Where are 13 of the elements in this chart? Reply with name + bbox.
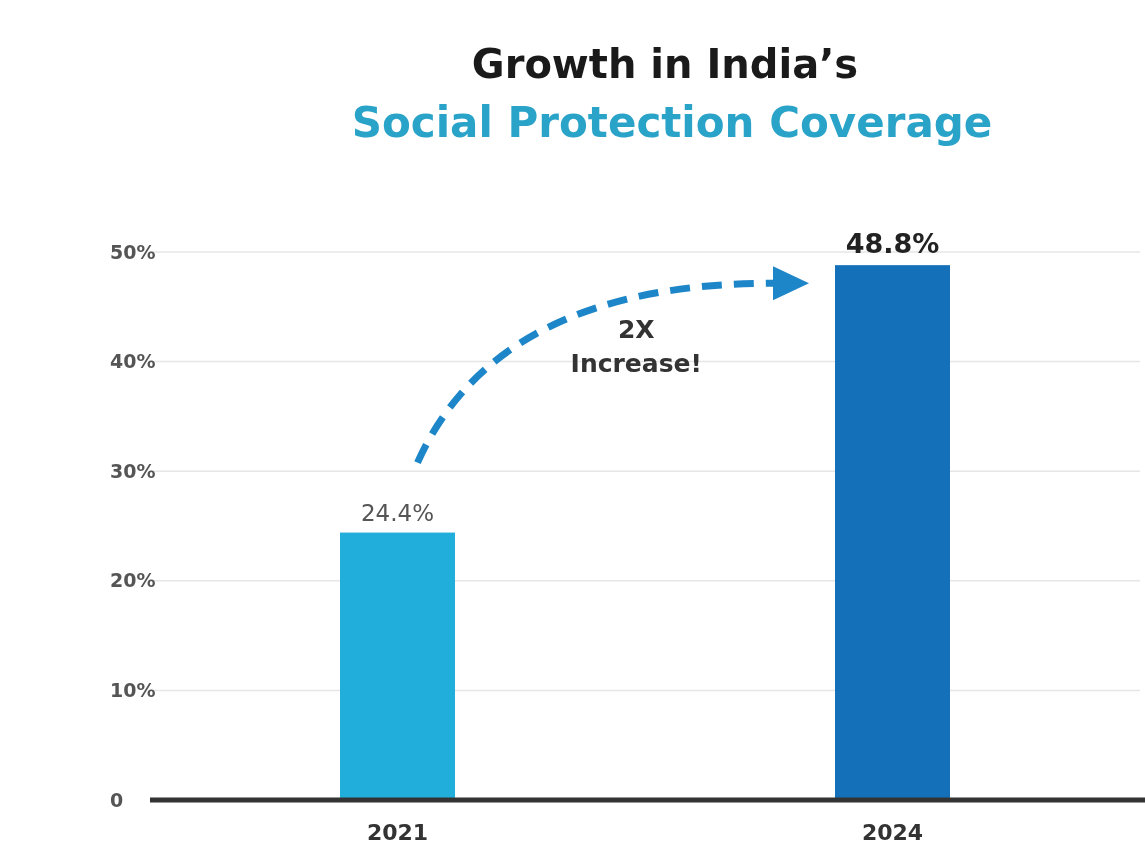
x-tick-label: 2021: [366, 820, 429, 845]
y-tick-label: 10%: [110, 679, 156, 702]
annotation: 2X Increase!: [570, 314, 702, 378]
data-label: 24.4%: [360, 499, 435, 526]
data-label: 48.8%: [845, 228, 940, 260]
chart-title: Growth in India’s: [471, 41, 859, 87]
y-tick-label: 0: [110, 788, 124, 811]
chart-subtitle: Social Protection Coverage: [351, 98, 993, 147]
y-tick-label: 50%: [110, 240, 156, 263]
y-tick-label: 40%: [110, 350, 156, 373]
x-tick-label: 2024: [861, 820, 924, 845]
y-tick-label: 30%: [110, 459, 156, 482]
y-tick-label: 20%: [110, 569, 156, 592]
